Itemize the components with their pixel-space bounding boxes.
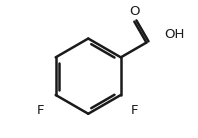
Text: F: F [37,104,44,117]
Text: F: F [131,104,139,117]
Text: OH: OH [164,28,184,41]
Text: O: O [129,5,140,18]
